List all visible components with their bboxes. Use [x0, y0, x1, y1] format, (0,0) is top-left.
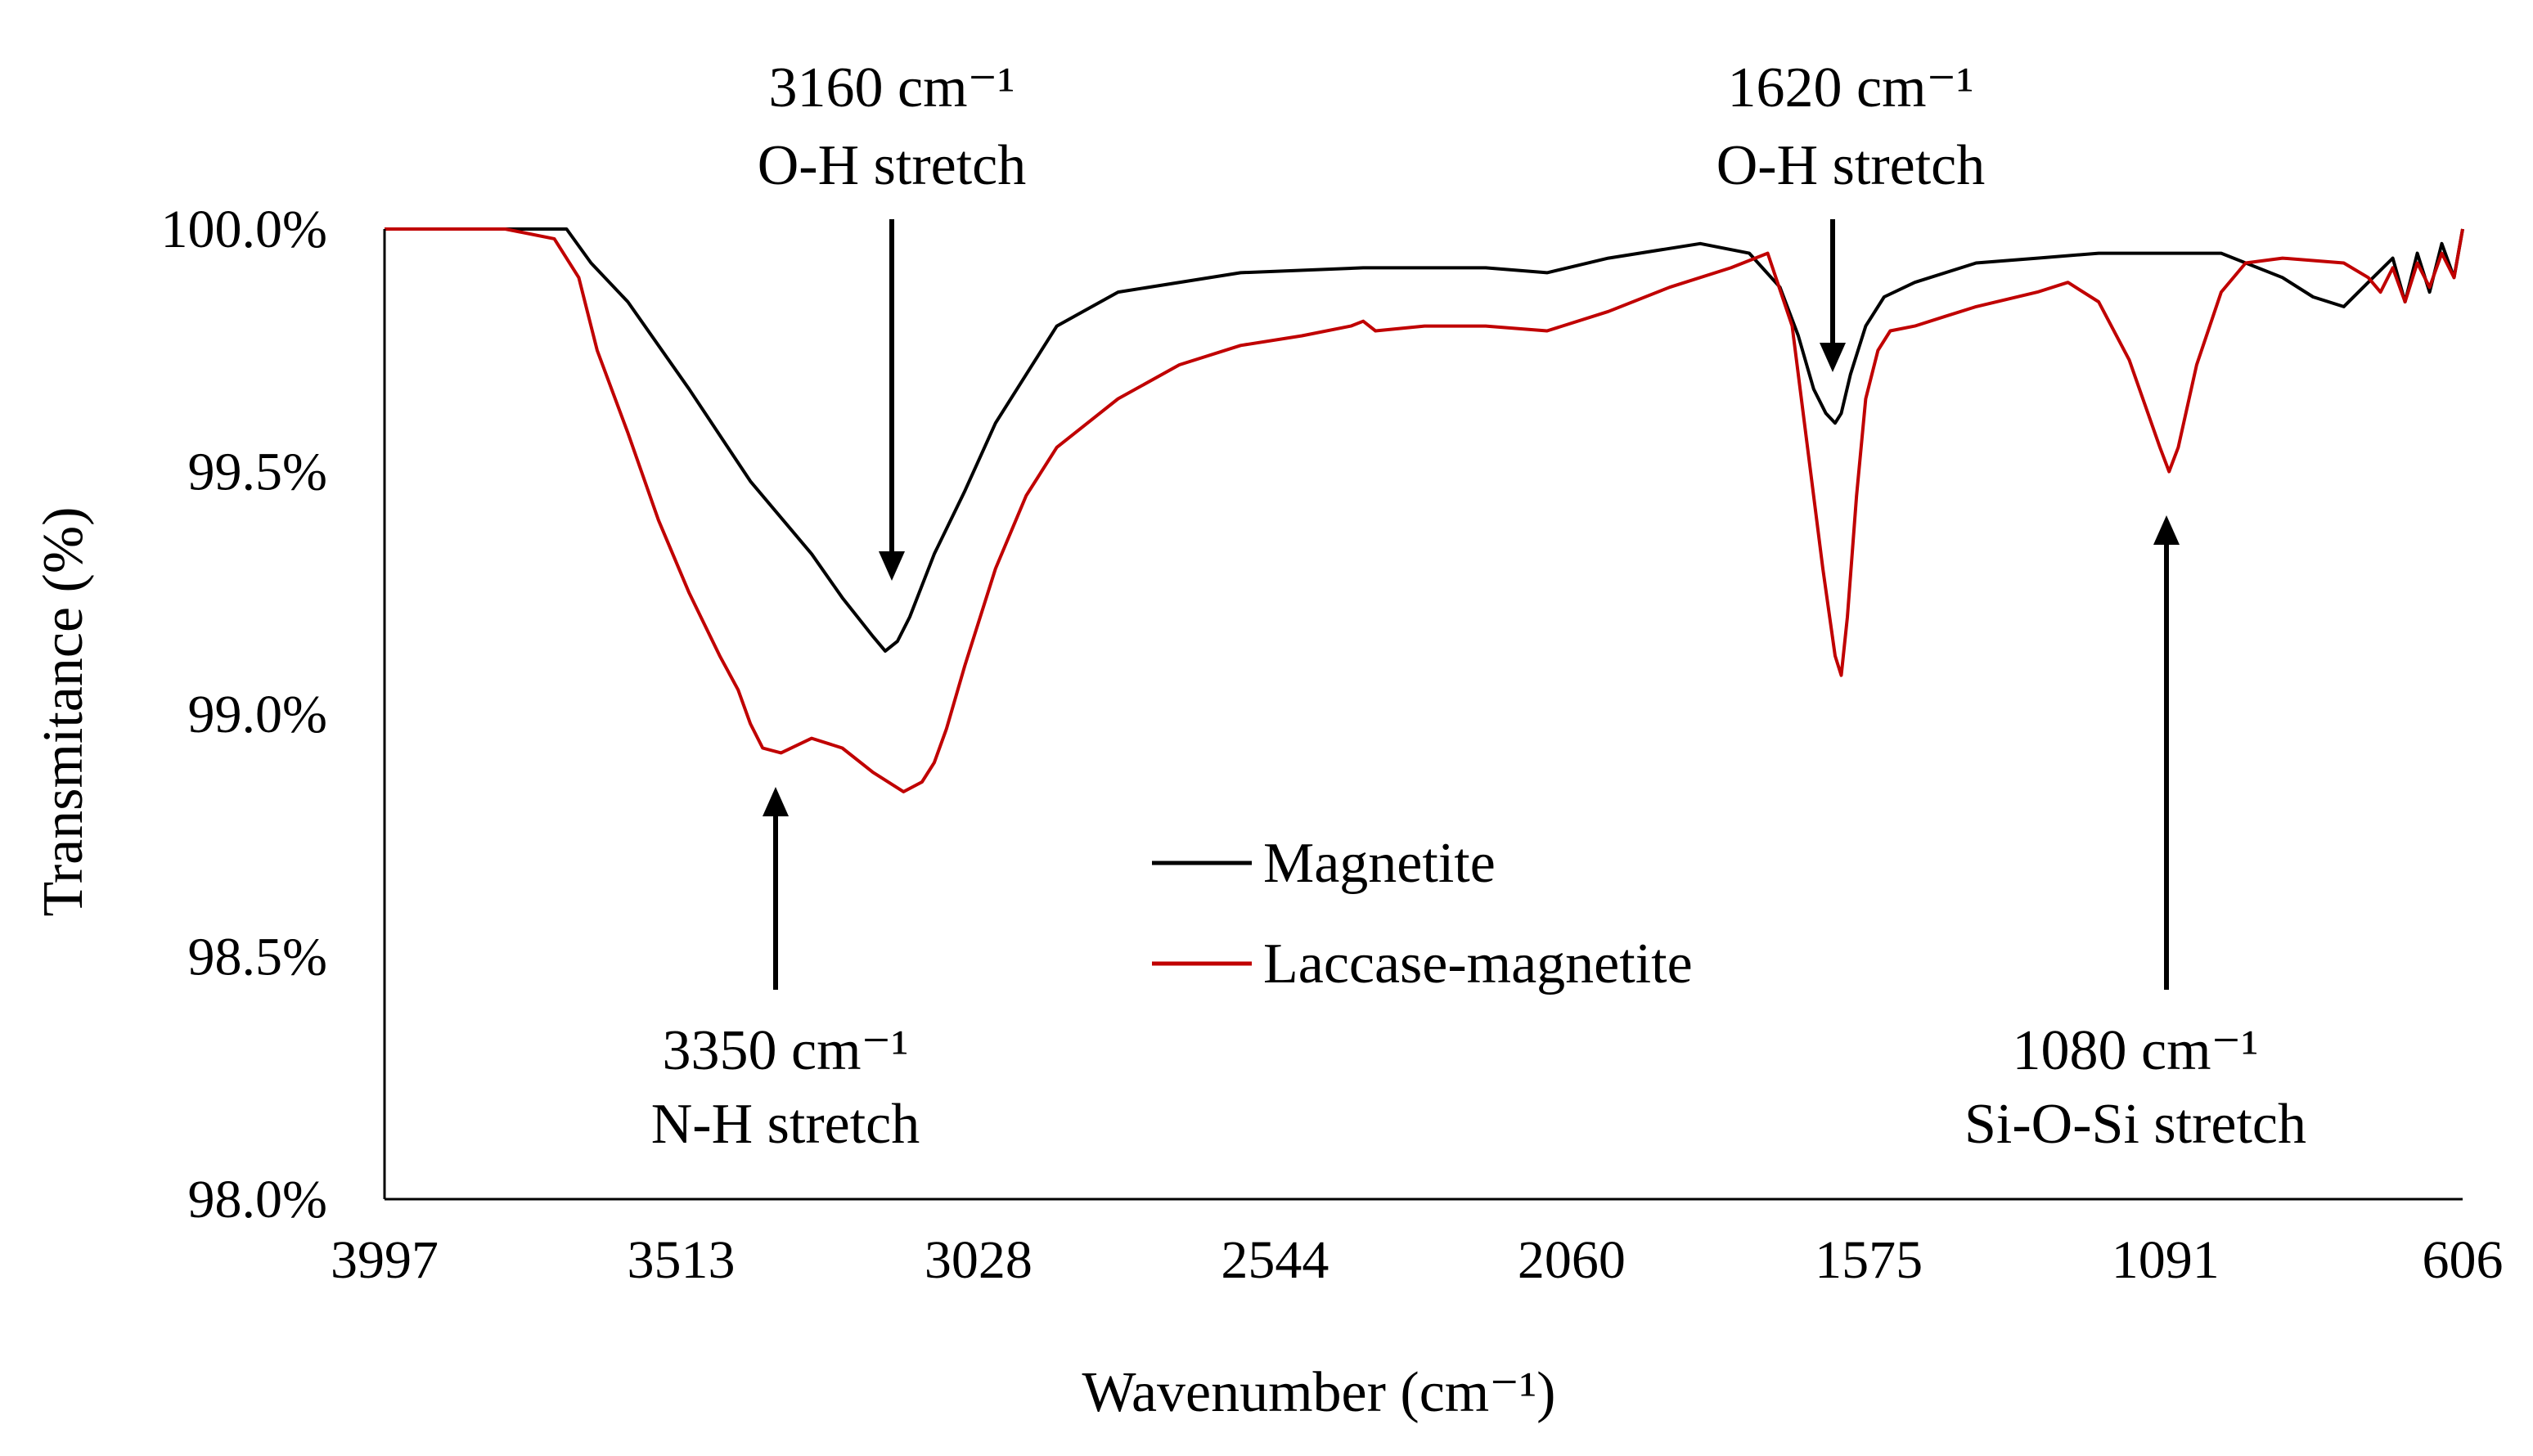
annotation-wavenumber-label: 1080 cm⁻¹: [2013, 1019, 2259, 1082]
legend-label-laccase-magnetite: Laccase-magnetite: [1263, 932, 1693, 995]
y-tick-label: 98.5%: [188, 928, 327, 987]
x-tick-label: 2060: [1518, 1230, 1626, 1290]
arrow-head-icon: [2153, 515, 2180, 545]
plot-lines: [385, 227, 2464, 793]
x-tick-labels: 3997 3513 3028 2544 2060 1575 1091 606: [331, 1230, 2504, 1290]
legend-label-magnetite: Magnetite: [1263, 832, 1496, 895]
annotation-band-label: O-H stretch: [1716, 134, 1986, 197]
x-tick-label: 1575: [1815, 1230, 1923, 1290]
y-axis-title: Transmitance (%): [32, 507, 95, 917]
annotation-band-label: Si-O-Si stretch: [1964, 1093, 2306, 1156]
y-tick-label: 98.0%: [188, 1170, 327, 1229]
legend: Magnetite Laccase-magnetite: [1152, 832, 1693, 995]
y-tick-label: 99.0%: [188, 685, 327, 744]
peak-annotations: 3160 cm⁻¹ O-H stretch 1620 cm⁻¹ O-H stretch…: [651, 56, 2306, 1156]
arrow-head-icon: [763, 787, 789, 816]
x-tick-label: 1091: [2112, 1230, 2220, 1290]
y-tick-label: 100.0%: [161, 200, 327, 259]
annotation-wavenumber-label: 1620 cm⁻¹: [1728, 56, 1974, 119]
annotation-wavenumber-label: 3350 cm⁻¹: [663, 1019, 909, 1082]
arrow-head-icon: [1820, 343, 1846, 372]
y-tick-label: 99.5%: [188, 443, 327, 502]
x-tick-label: 2544: [1221, 1230, 1329, 1290]
x-tick-label: 3028: [925, 1230, 1033, 1290]
annotation-wavenumber-label: 3160 cm⁻¹: [769, 56, 1015, 119]
annotation-band-label: N-H stretch: [651, 1093, 920, 1156]
x-axis-title: Wavenumber (cm⁻¹): [1082, 1361, 1555, 1424]
x-tick-label: 3513: [628, 1230, 736, 1290]
x-tick-label: 606: [2423, 1230, 2504, 1290]
arrow-head-icon: [879, 551, 905, 581]
y-tick-labels: 100.0% 99.5% 99.0% 98.5% 98.0%: [161, 200, 327, 1229]
series-line-laccase-magnetite: [385, 227, 2464, 793]
x-tick-label: 3997: [331, 1230, 439, 1290]
annotation-band-label: O-H stretch: [758, 134, 1027, 197]
series-line-magnetite: [385, 227, 2464, 653]
